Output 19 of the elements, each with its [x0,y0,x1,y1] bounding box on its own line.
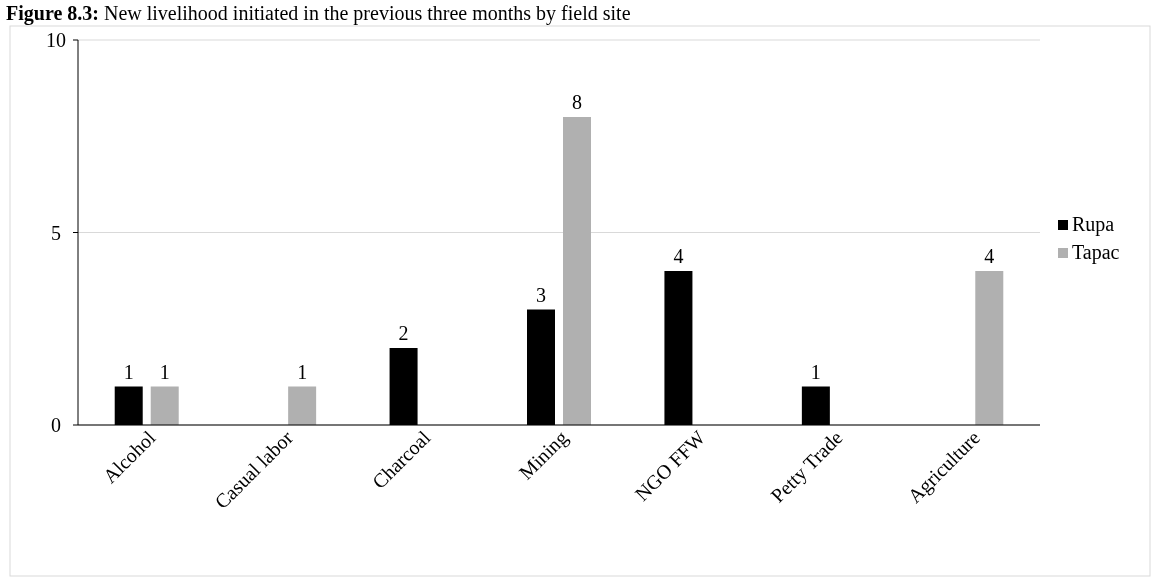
y-tick-label: 0 [51,414,61,436]
y-tick-label: 10 [46,29,66,51]
data-label: 2 [398,322,409,344]
bar [563,117,591,425]
data-label: 1 [810,360,821,383]
data-label: 1 [297,360,308,383]
chart-title: Figure 8.3: New livelihood initiated in the previous three months by field site [6,2,631,25]
data-label: 4 [984,245,995,267]
data-label: 4 [673,245,684,267]
bar [150,386,179,425]
legend-label: Tapac [1072,241,1120,264]
data-label: 1 [159,360,170,383]
y-tick-label: 5 [51,221,61,244]
data-label: 1 [123,360,134,383]
legend-label: Rupa [1072,213,1115,236]
bar [975,271,1004,425]
data-label: 3 [536,283,546,306]
bar [288,386,317,425]
data-label: 8 [572,91,582,113]
